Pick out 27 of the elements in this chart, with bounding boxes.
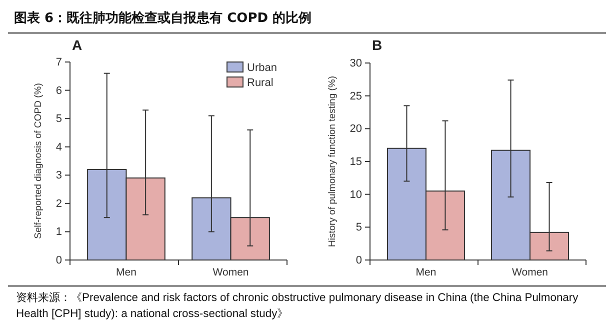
x-tick-label: Women — [512, 266, 548, 279]
y-tick-label: 2 — [56, 198, 62, 210]
y-tick-label: 15 — [350, 156, 362, 168]
legend-label: Urban — [247, 62, 277, 74]
y-tick-label: 25 — [350, 90, 362, 102]
y-axis-title: Self-reported diagnosis of COPD (%) — [33, 83, 44, 239]
y-tick-label: 5 — [56, 113, 62, 126]
legend-label: Rural — [247, 77, 274, 89]
y-tick-label: 20 — [350, 123, 362, 136]
y-tick-label: 6 — [56, 84, 62, 97]
chart-title: A — [72, 37, 82, 53]
x-tick-label: Women — [212, 266, 249, 279]
y-tick-label: 0 — [356, 254, 362, 267]
y-axis-title: History of pulmonary function testing (%) — [327, 76, 338, 248]
y-tick-label: 5 — [356, 222, 362, 234]
text: 图表 6：既往肺功能检查或自报患有 COPD 的比例 — [14, 10, 312, 26]
y-tick-label: 4 — [56, 141, 62, 154]
y-tick-label: 0 — [56, 254, 62, 267]
y-tick-label: 1 — [56, 226, 62, 238]
x-tick-label: Men — [116, 266, 137, 279]
y-tick-label: 30 — [350, 58, 362, 70]
chart-title: B — [372, 37, 382, 53]
y-tick-label: 10 — [350, 188, 362, 201]
y-tick-label: 7 — [56, 56, 62, 69]
text: 资料来源：《Prevalence and risk factors of chronic obstructive pulmonary disease in China (the China Pulmonary Health [CPH] study): a national cross-sectional study》 — [16, 291, 579, 320]
y-tick-label: 3 — [56, 170, 62, 182]
x-tick-label: Men — [416, 266, 436, 279]
